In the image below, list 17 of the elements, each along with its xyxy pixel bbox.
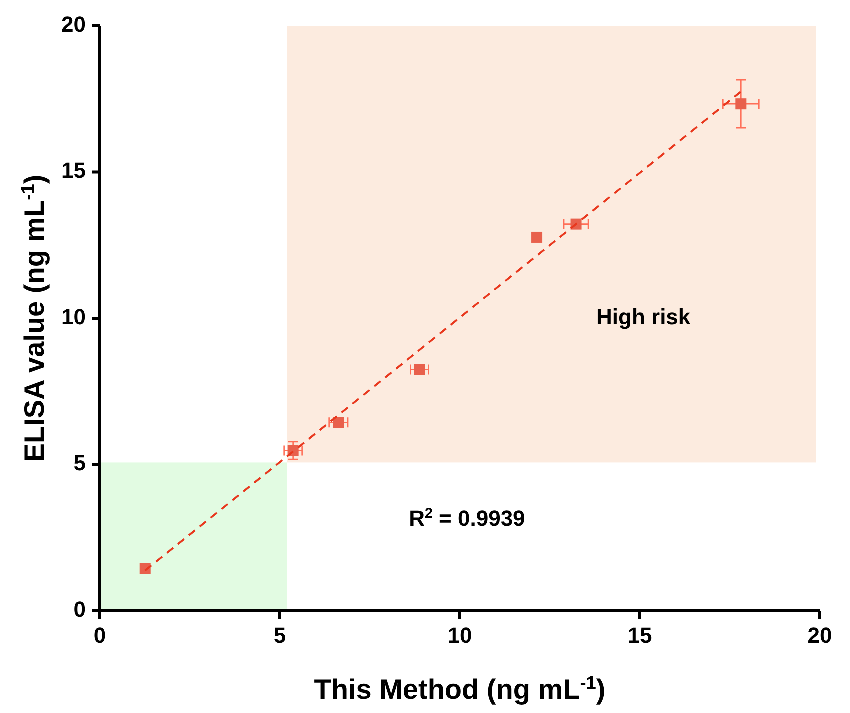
y-tick-label: 10	[62, 304, 86, 330]
point	[333, 417, 344, 428]
x-axis-title: This Method (ng mL$^{-1}$)	[314, 673, 606, 705]
y-tick-label: 20	[62, 12, 86, 37]
x-tick-label: 20	[808, 623, 832, 648]
band-label: High risk	[596, 304, 692, 330]
y-tick-label: 15	[62, 158, 86, 184]
point	[532, 232, 543, 243]
point	[414, 364, 426, 376]
x-tick-label: 15	[628, 623, 652, 648]
x-tick-label: 0	[94, 623, 106, 648]
y-tick-label: 0	[74, 596, 86, 622]
x-tick-label: 5	[274, 623, 286, 648]
y-tick-label: 5	[74, 450, 86, 476]
point	[736, 98, 747, 110]
x-tick-label: 10	[448, 623, 472, 648]
annotation: R$^{2}$ = 0.9939	[409, 506, 526, 532]
